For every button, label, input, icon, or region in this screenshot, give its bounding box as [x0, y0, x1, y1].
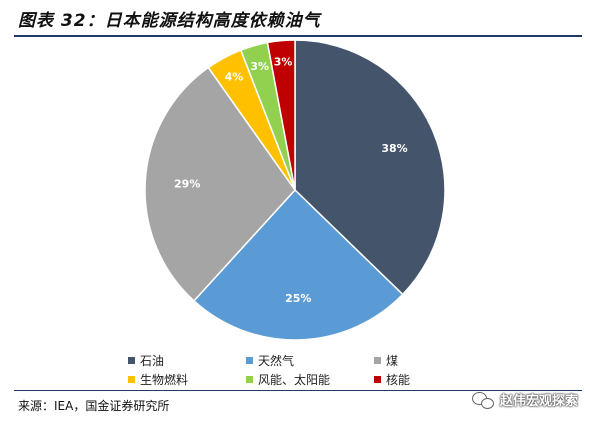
legend-label-4: 风能、太阳能	[258, 373, 331, 387]
legend-label-5: 核能	[386, 373, 411, 387]
legend-item-2: 煤	[374, 352, 434, 369]
legend-label-0: 石油	[140, 354, 165, 368]
legend-swatch-2	[374, 357, 381, 364]
legend-swatch-0	[128, 357, 135, 364]
legend-item-1: 天然气	[246, 352, 374, 369]
pie-slice-5	[266, 39, 296, 191]
pie-slice-1	[192, 188, 404, 341]
watermark: 赵伟宏观探索	[471, 390, 578, 409]
pie-slice-0	[294, 39, 446, 296]
slice-label-3: 4%	[225, 70, 244, 83]
watermark-text: 赵伟宏观探索	[499, 394, 578, 409]
legend-item-4: 风能、太阳能	[246, 371, 374, 388]
legend-swatch-3	[128, 376, 135, 383]
legend-label-1: 天然气	[258, 354, 295, 368]
slice-label-5: 3%	[274, 56, 293, 69]
legend-swatch-5	[374, 376, 381, 383]
title-divider	[14, 35, 582, 37]
source-note: 来源：IEA，国金证券研究所	[18, 399, 170, 413]
legend-label-2: 煤	[386, 354, 399, 368]
legend-item-3: 生物燃料	[128, 371, 246, 388]
chart-legend: 石油 天然气 煤生物燃料 风能、太阳能 核能	[128, 352, 434, 388]
footer-divider	[14, 390, 582, 391]
legend-item-5: 核能	[374, 371, 434, 388]
slice-label-1: 25%	[285, 292, 311, 305]
legend-label-3: 生物燃料	[140, 373, 189, 387]
legend-swatch-1	[246, 357, 253, 364]
chart-title: 图表 32：日本能源结构高度依赖油气	[18, 11, 321, 31]
slice-label-0: 38%	[381, 142, 407, 155]
legend-swatch-4	[246, 376, 253, 383]
legend-item-0: 石油	[128, 352, 246, 369]
slice-label-4: 3%	[250, 60, 269, 73]
wechat-icon	[471, 391, 494, 409]
pie-slice-2	[144, 66, 296, 302]
slice-label-2: 29%	[174, 177, 200, 190]
